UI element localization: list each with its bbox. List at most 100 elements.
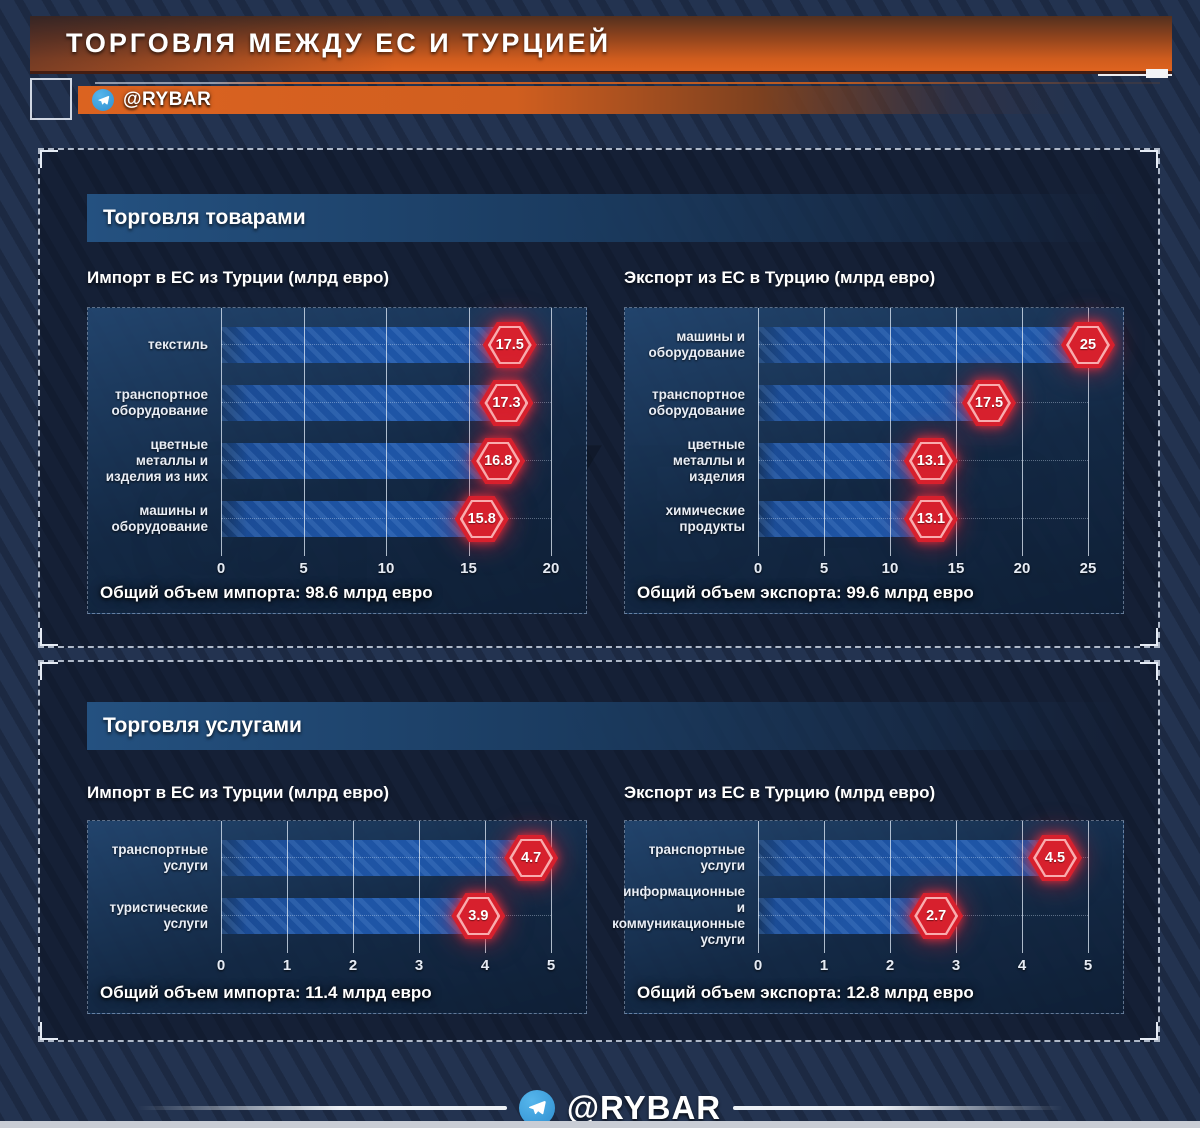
axis-gridline bbox=[551, 821, 552, 953]
bar bbox=[221, 327, 510, 363]
category-label: химические продукты bbox=[665, 503, 745, 534]
value-badge: 3.9 bbox=[451, 893, 506, 939]
value-badge: 15.8 bbox=[454, 496, 509, 542]
header-underline bbox=[30, 71, 1172, 74]
panel-corner bbox=[40, 662, 58, 680]
axis-gridline bbox=[956, 308, 957, 556]
bar bbox=[221, 840, 532, 876]
axis-tick-label: 1 bbox=[819, 957, 829, 974]
category-label: туристические услуги bbox=[109, 900, 208, 931]
category-label: текстиль bbox=[148, 337, 208, 353]
bar bbox=[758, 327, 1088, 363]
panel-trade-services: Торговля услугами Импорт в ЕС из Турции … bbox=[38, 660, 1160, 1042]
axis-gridline bbox=[1022, 308, 1023, 556]
bar bbox=[221, 898, 479, 934]
axis-gridline bbox=[303, 308, 305, 556]
axis-tick-label: 10 bbox=[377, 560, 395, 577]
chart-title-services-export: Экспорт из ЕС в Турцию (млрд евро) bbox=[624, 783, 936, 802]
chart-title-goods-export: Экспорт из ЕС в Турцию (млрд евро) bbox=[624, 268, 936, 287]
axis-gridline bbox=[824, 821, 825, 953]
axis-tick-label: 20 bbox=[542, 560, 560, 577]
category-label: транспортные услуги bbox=[111, 842, 208, 873]
axis-gridline bbox=[468, 308, 470, 556]
category-label: информационные и коммуникационные услуги bbox=[612, 884, 745, 947]
chart-card-services-import: Общий объем импорта: 11.4 млрд евро 0 1 2 3… bbox=[87, 820, 587, 1014]
page-title: ТОРГОВЛЯ МЕЖДУ ЕС И ТУРЦИЕЙ bbox=[66, 28, 611, 58]
value-badge: 2.7 bbox=[909, 893, 964, 939]
telegram-icon bbox=[518, 1090, 555, 1126]
panel-corner bbox=[40, 628, 58, 646]
bar bbox=[758, 443, 931, 479]
chart-title-services-import: Импорт в ЕС из Турции (млрд евро) bbox=[87, 783, 390, 802]
footer-channel-handle: @RYBAR bbox=[566, 1089, 722, 1126]
axis-tick-label: 4 bbox=[1017, 957, 1027, 974]
axis-tick-label: 0 bbox=[753, 957, 763, 974]
axis-tick-label: 2 bbox=[885, 957, 895, 974]
axis-gridline bbox=[386, 308, 387, 556]
axis-gridline bbox=[485, 821, 486, 953]
bar bbox=[221, 385, 507, 421]
bar bbox=[221, 443, 499, 479]
row-guide-dotted-line bbox=[221, 857, 551, 858]
chart-title-goods-import: Импорт в ЕС из Турции (млрд евро) bbox=[87, 268, 390, 287]
panel-corner bbox=[40, 1022, 58, 1040]
category-label: транспортные услуги bbox=[648, 842, 745, 873]
panel-corner bbox=[40, 150, 58, 168]
bar bbox=[758, 840, 1055, 876]
header-band: ТОРГОВЛЯ МЕЖДУ ЕС И ТУРЦИЕЙ bbox=[30, 16, 1172, 71]
footer: @RYBAR bbox=[0, 1088, 1200, 1128]
axis-tick-label: 2 bbox=[348, 957, 358, 974]
section-titlebar-services: Торговля услугами bbox=[87, 702, 1124, 750]
axis-tick-label: 25 bbox=[1079, 560, 1097, 577]
header-decor-block bbox=[1146, 69, 1168, 78]
axis-tick-label: 5 bbox=[1083, 957, 1093, 974]
axis-gridline bbox=[758, 308, 759, 556]
footer-decor-line-left bbox=[136, 1106, 507, 1110]
axis-tick-label: 20 bbox=[1013, 560, 1031, 577]
value-badge: 4.7 bbox=[504, 835, 559, 881]
axis-gridline bbox=[353, 821, 354, 953]
axis-gridline bbox=[824, 308, 825, 556]
panel-corner bbox=[1140, 1022, 1158, 1040]
section-titlebar-goods: Торговля товарами bbox=[87, 194, 1124, 242]
panel-corner bbox=[1140, 628, 1158, 646]
category-label: транспортное оборудование bbox=[111, 387, 208, 418]
row-guide-dotted-line bbox=[758, 402, 1088, 403]
footer-decor-line-right bbox=[733, 1106, 1064, 1110]
category-label: транспортное оборудование bbox=[648, 387, 745, 418]
channel-bar-topline bbox=[95, 82, 1160, 84]
axis-tick-label: 10 bbox=[881, 560, 899, 577]
axis-tick-label: 3 bbox=[414, 957, 424, 974]
section-title: Торговля услугами bbox=[103, 714, 302, 737]
telegram-icon bbox=[92, 89, 114, 111]
value-badge: 13.1 bbox=[903, 438, 958, 484]
axis-tick-label: 5 bbox=[299, 560, 308, 577]
axis-tick-label: 15 bbox=[947, 560, 965, 577]
axis-gridline bbox=[1088, 821, 1089, 953]
chart-card-services-export: Общий объем экспорта: 12.8 млрд евро 0 1 2… bbox=[612, 820, 1124, 1014]
axis-tick-label: 15 bbox=[460, 560, 477, 577]
axis-gridline bbox=[1022, 821, 1023, 953]
category-label: цветные металлы и изделия bbox=[672, 437, 745, 484]
axis-gridline bbox=[419, 821, 420, 953]
chart-card-goods-import: Общий объем импорта: 98.6 млрд евро 0 5 10… bbox=[87, 307, 587, 614]
panel-trade-goods: @RYBAR Торговля товарами Импорт в ЕС из … bbox=[38, 148, 1160, 648]
total-label: Общий объем экспорта: 12.8 млрд евро bbox=[637, 983, 974, 1002]
bar bbox=[221, 501, 482, 537]
axis-tick-label: 0 bbox=[216, 957, 226, 974]
total-label: Общий объем экспорта: 99.6 млрд евро bbox=[637, 583, 974, 602]
total-label: Общий объем импорта: 11.4 млрд евро bbox=[100, 983, 432, 1002]
bar bbox=[758, 501, 931, 537]
axis-tick-label: 5 bbox=[819, 560, 829, 577]
category-label: машины и оборудование bbox=[111, 503, 208, 534]
axis-tick-label: 0 bbox=[753, 560, 763, 577]
axis-tick-label: 1 bbox=[282, 957, 292, 974]
bar bbox=[758, 385, 989, 421]
chart-card-goods-export: Общий объем экспорта: 99.6 млрд евро 0 5 1… bbox=[624, 307, 1124, 614]
axis-gridline bbox=[221, 308, 222, 556]
axis-tick-label: 3 bbox=[951, 957, 961, 974]
axis-tick-label: 0 bbox=[216, 560, 226, 577]
header-square-outline bbox=[30, 78, 72, 120]
axis-gridline bbox=[758, 821, 759, 953]
axis-gridline bbox=[1088, 308, 1089, 556]
